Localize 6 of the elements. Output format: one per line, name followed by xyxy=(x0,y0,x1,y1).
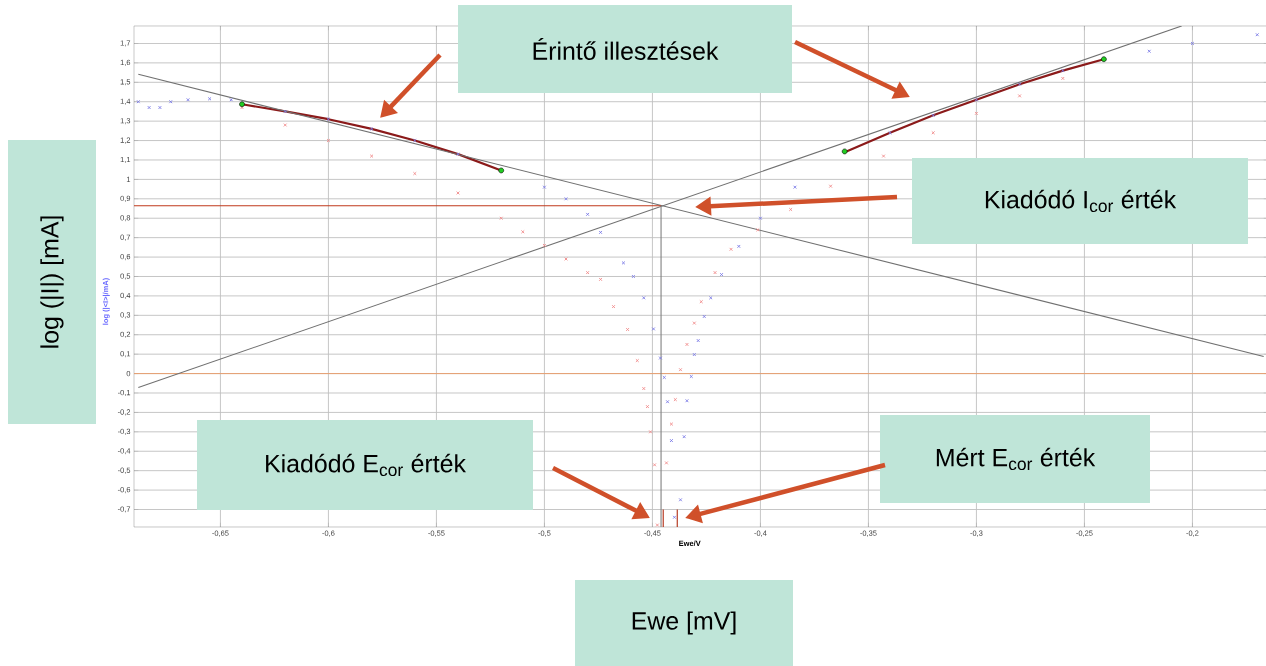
annotation: Mért E$_{cor}$ érték xyxy=(936,447,1096,471)
text: Ewe [mV] xyxy=(632,611,736,635)
annotation: Kiadódó I$_{cor}$ érték xyxy=(985,189,1177,213)
text: log (|I|) [mA] xyxy=(40,216,64,348)
annotation: Érintő illesztések xyxy=(533,38,719,60)
annotation: Kiadódó E$_{cor}$ érték xyxy=(266,453,466,477)
